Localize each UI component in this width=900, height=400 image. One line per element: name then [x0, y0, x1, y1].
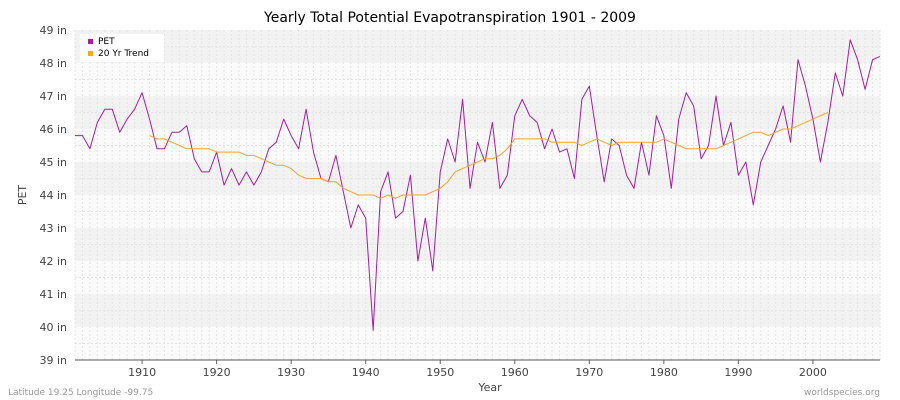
y-tick-label: 44 in	[39, 189, 67, 202]
footer-credit: worldspecies.org	[804, 388, 880, 398]
x-tick-label: 1940	[352, 366, 380, 379]
x-axis-label: Year	[477, 381, 502, 394]
y-tick-label: 40 in	[39, 321, 67, 334]
legend-swatch-pet	[88, 39, 93, 44]
x-tick-label: 1960	[501, 366, 529, 379]
x-tick-label: 1990	[724, 366, 752, 379]
legend-swatch-trend	[88, 51, 93, 56]
y-tick-label: 43 in	[39, 222, 67, 235]
y-tick-label: 45 in	[39, 156, 67, 169]
y-tick-label: 46 in	[39, 123, 67, 136]
legend-label-pet: PET	[98, 37, 115, 47]
chart-title: Yearly Total Potential Evapotranspiratio…	[263, 10, 636, 26]
y-tick-label: 48 in	[39, 57, 67, 70]
x-tick-label: 1920	[203, 366, 231, 379]
y-tick-label: 49 in	[39, 24, 67, 37]
x-tick-label: 1980	[650, 366, 678, 379]
y-tick-label: 47 in	[39, 90, 67, 103]
y-tick-label: 41 in	[39, 288, 67, 301]
series-line-pet	[75, 39, 881, 331]
y-axis-ticks: 39 in 40 in 41 in 42 in 43 in 44 in 45 in 46 in…	[39, 24, 67, 367]
x-axis-ticks: 1910 1920 1930 1940 1950 1960 1970 1980 1990 2000	[128, 360, 827, 379]
legend-box	[80, 34, 164, 62]
y-tick-label: 39 in	[39, 354, 67, 367]
x-tick-label: 1950	[426, 366, 454, 379]
footer-location: Latitude 19.25 Longitude -99.75	[8, 388, 153, 398]
y-tick-label: 42 in	[39, 255, 67, 268]
x-tick-label: 2000	[799, 366, 827, 379]
series-lines	[75, 39, 881, 331]
x-tick-label: 1930	[277, 366, 305, 379]
x-tick-label: 1910	[128, 366, 156, 379]
series-line-trend	[149, 112, 829, 199]
legend-label-trend: 20 Yr Trend	[98, 49, 149, 59]
y-axis-label: PET	[16, 185, 29, 206]
x-tick-label: 1970	[575, 366, 603, 379]
legend: PET 20 Yr Trend	[80, 34, 164, 62]
